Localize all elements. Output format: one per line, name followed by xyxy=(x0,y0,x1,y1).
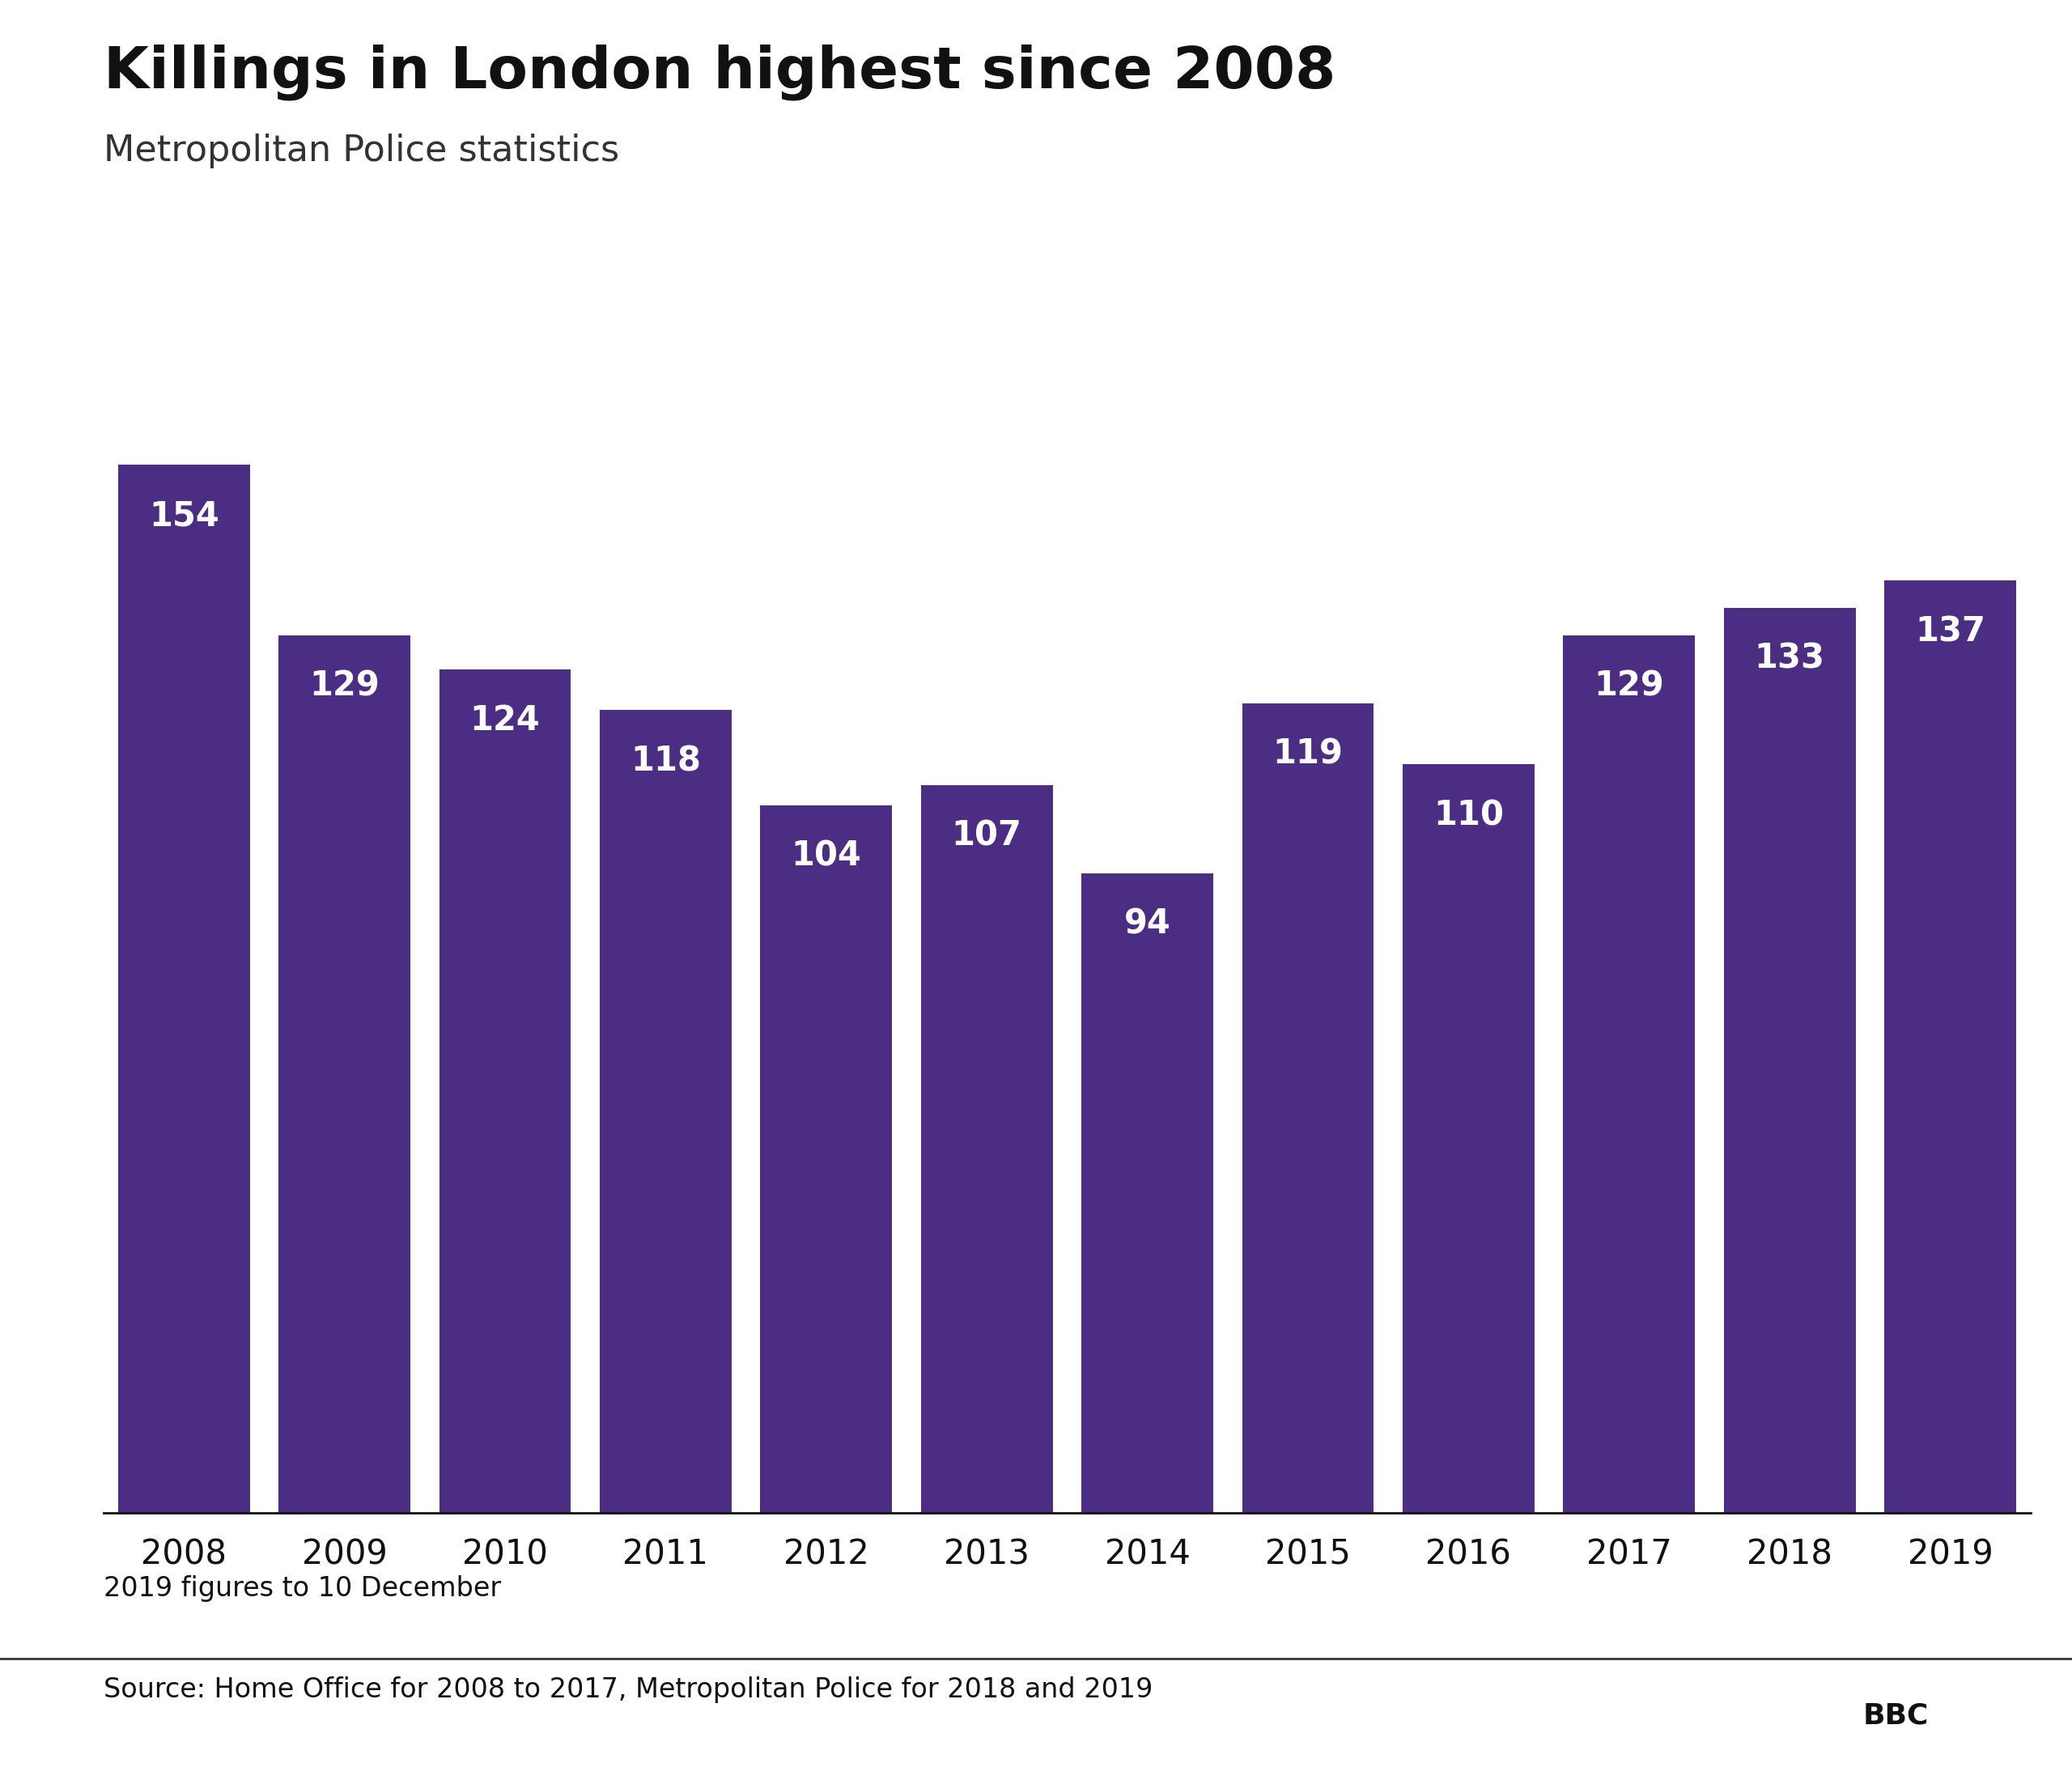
Text: 119: 119 xyxy=(1272,737,1343,771)
Text: 104: 104 xyxy=(792,838,862,874)
Bar xyxy=(1562,635,1695,1513)
Text: 2019 figures to 10 December: 2019 figures to 10 December xyxy=(104,1575,501,1602)
Bar xyxy=(1403,764,1535,1513)
Bar xyxy=(760,805,893,1513)
Text: BBC: BBC xyxy=(1863,1702,1929,1730)
Text: 137: 137 xyxy=(1915,614,1985,648)
Text: 94: 94 xyxy=(1123,908,1171,942)
Text: Metropolitan Police statistics: Metropolitan Police statistics xyxy=(104,133,620,169)
Text: 133: 133 xyxy=(1755,643,1825,676)
Text: 110: 110 xyxy=(1434,799,1504,833)
Text: 107: 107 xyxy=(951,819,1021,853)
Bar xyxy=(920,785,1053,1513)
Text: 129: 129 xyxy=(309,669,379,703)
Bar xyxy=(278,635,410,1513)
Bar xyxy=(118,465,251,1513)
Text: 129: 129 xyxy=(1593,669,1664,703)
Bar xyxy=(1082,874,1214,1513)
Bar xyxy=(599,710,731,1513)
Bar xyxy=(1241,703,1374,1513)
Text: 154: 154 xyxy=(149,498,220,532)
Text: Killings in London highest since 2008: Killings in London highest since 2008 xyxy=(104,44,1336,101)
Text: Source: Home Office for 2008 to 2017, Metropolitan Police for 2018 and 2019: Source: Home Office for 2008 to 2017, Me… xyxy=(104,1677,1152,1703)
Bar xyxy=(1883,580,2016,1513)
Bar xyxy=(439,669,572,1513)
Text: 124: 124 xyxy=(470,703,541,737)
Text: 118: 118 xyxy=(630,744,700,778)
Bar xyxy=(1724,607,1857,1513)
